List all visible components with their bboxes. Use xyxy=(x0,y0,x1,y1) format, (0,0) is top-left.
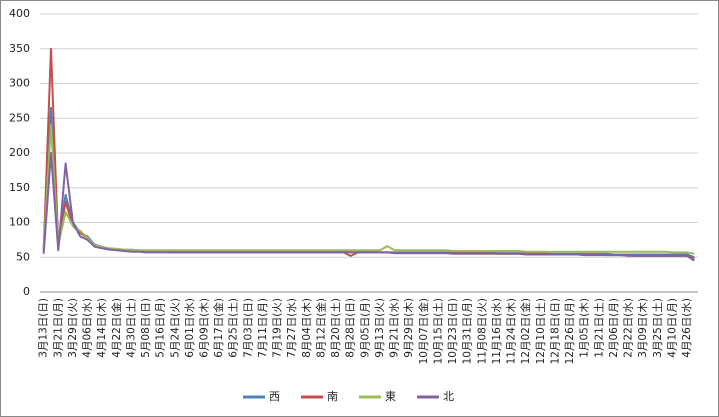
x-tick-label: 8月04日(木) xyxy=(301,298,313,358)
y-tick-label: 0 xyxy=(23,285,30,298)
y-tick-label: 100 xyxy=(9,216,30,229)
x-tick-label: 12月02日(金) xyxy=(519,298,532,364)
x-tick-label: 5月24日(火) xyxy=(169,298,181,358)
x-tick-label: 4月26日(水) xyxy=(681,298,693,358)
x-tick-label: 1月05日(木) xyxy=(579,298,591,358)
x-tick-label: 3月25日(土) xyxy=(651,298,664,358)
x-tick-label: 10月31日(月) xyxy=(462,298,474,364)
x-tick-label: 9月29日(木) xyxy=(403,298,415,358)
x-tick-label: 10月07日(金) xyxy=(417,298,430,364)
x-tick-label: 4月06日(水) xyxy=(82,298,94,358)
x-tick-label: 6月25日(土) xyxy=(227,298,240,358)
x-tick-label: 11月08日(火) xyxy=(476,298,488,364)
legend-label: 西 xyxy=(269,390,280,403)
x-tick-label: 3月21日(月) xyxy=(52,298,64,358)
y-tick-label: 200 xyxy=(9,146,30,159)
x-tick-label: 9月21日(水) xyxy=(389,298,401,358)
x-tick-label: 7月27日(水) xyxy=(286,298,298,358)
x-tick-label: 10月15日(土) xyxy=(431,298,444,364)
x-tick-label: 12月26日(月) xyxy=(564,298,576,364)
y-tick-label: 350 xyxy=(9,42,30,55)
x-tick-label: 11月24日(木) xyxy=(506,298,518,364)
y-tick-label: 400 xyxy=(9,7,30,20)
x-tick-label: 4月30日(土) xyxy=(124,298,137,358)
x-tick-label: 7月11日(月) xyxy=(257,298,269,358)
x-tick-label: 7月03日(日) xyxy=(242,298,254,358)
legend-label: 南 xyxy=(327,390,338,403)
x-tick-label: 5月08日(日) xyxy=(140,298,152,358)
legend-label: 東 xyxy=(385,390,396,403)
x-tick-label: 4月14日(木) xyxy=(96,298,108,358)
x-tick-label: 3月13日(日) xyxy=(38,298,50,358)
x-tick-label: 10月23日(日) xyxy=(447,298,459,364)
x-tick-label: 8月28日(日) xyxy=(345,298,357,358)
x-tick-label: 12月10日(土) xyxy=(534,298,547,364)
x-tick-label: 2月06日(月) xyxy=(608,298,620,358)
x-tick-label: 7月19日(火) xyxy=(272,298,284,358)
x-tick-label: 1月21日(土) xyxy=(592,298,605,358)
x-tick-label: 9月05日(月) xyxy=(359,298,371,358)
x-tick-label: 3月09日(木) xyxy=(637,298,649,358)
x-tick-label: 11月16日(水) xyxy=(491,298,503,364)
x-tick-label: 2月22日(水) xyxy=(623,298,635,358)
x-tick-label: 4月22日(金) xyxy=(110,298,123,358)
x-tick-label: 6月17日(金) xyxy=(212,298,225,358)
x-tick-label: 9月13日(火) xyxy=(374,298,386,358)
x-tick-label: 12月18日(日) xyxy=(549,298,561,364)
x-tick-label: 8月12日(金) xyxy=(314,298,327,358)
y-tick-label: 50 xyxy=(16,250,30,263)
legend-label: 北 xyxy=(443,390,454,403)
x-tick-label: 6月09日(木) xyxy=(199,298,211,358)
x-tick-label: 4月10日(月) xyxy=(666,298,678,358)
y-tick-label: 250 xyxy=(9,111,30,124)
x-tick-label: 6月01日(水) xyxy=(184,298,196,358)
x-tick-label: 5月16日(月) xyxy=(155,298,167,358)
x-tick-label: 8月20日(土) xyxy=(329,298,342,358)
series-line xyxy=(42,152,695,262)
y-tick-label: 300 xyxy=(9,77,30,90)
y-tick-label: 150 xyxy=(9,181,30,194)
x-tick-label: 3月29日(火) xyxy=(67,298,79,358)
series-line xyxy=(42,124,695,255)
